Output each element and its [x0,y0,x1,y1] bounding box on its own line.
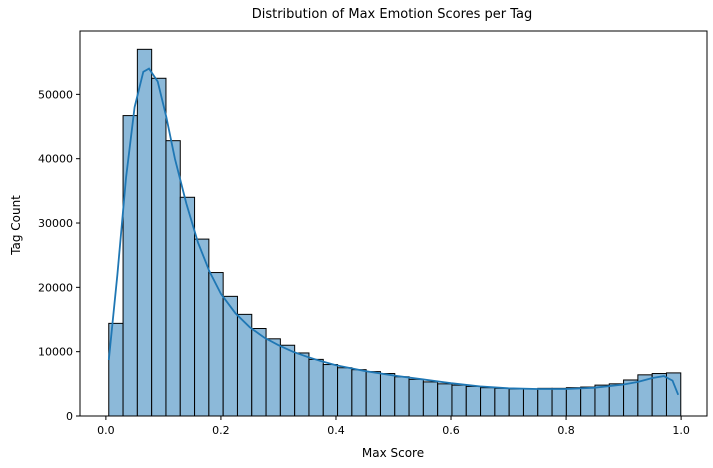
histogram-bar [480,387,496,417]
y-tick-label: 10000 [38,346,73,359]
histogram-bar [494,387,510,417]
histogram-bar [165,140,181,417]
histogram-bar [337,367,353,417]
histogram-bar [437,383,453,417]
y-tick-label: 40000 [38,153,73,166]
histogram-bar [608,383,625,417]
histogram-bar [265,338,281,417]
kde-curve [107,67,680,396]
histogram-bar [322,364,339,417]
histogram-bar [279,344,296,417]
x-tick-label: 0.0 [97,424,115,437]
y-tick-label: 0 [66,410,73,423]
y-tick-label: 20000 [38,281,73,294]
chart-title: Distribution of Max Emotion Scores per T… [252,7,533,22]
histogram-bar [136,48,153,417]
histogram-bar [294,352,310,417]
histogram-bar [422,381,439,417]
x-tick-label: 0.2 [212,424,230,437]
x-tick-label: 0.4 [327,424,345,437]
histogram-bar [179,196,196,417]
histogram-bar [122,115,138,417]
histogram-bar [551,387,567,417]
y-axis-label: Tag Count [9,195,23,256]
x-tick-label: 0.6 [442,424,460,437]
histogram-bar [408,378,424,417]
y-tick-label: 30000 [38,217,73,230]
histogram-bar [451,384,467,417]
x-tick-label: 0.8 [557,424,575,437]
histogram-bar [394,376,410,417]
histogram-bar [251,328,267,417]
histogram-bar [651,373,667,417]
histogram-bar [308,358,324,417]
histogram-bar [365,371,381,417]
histogram-bar [537,387,553,417]
histogram-bar [522,388,539,417]
histogram-bar [565,387,582,417]
x-tick-label: 1.0 [672,424,690,437]
y-axis-ticks: 0 10000 20000 30000 40000 50000 [38,88,80,423]
histogram-bar [623,379,639,417]
histogram-bar [379,373,396,417]
histogram-bar [508,388,524,417]
histogram-bar [594,384,610,417]
histogram-bar [580,386,596,417]
x-axis-ticks: 0.0 0.2 0.4 0.6 0.8 1.0 [97,416,690,437]
histogram-bar [151,77,167,417]
y-tick-label: 50000 [38,88,73,101]
histogram-bar [351,369,367,417]
x-axis-label: Max Score [362,446,424,460]
bar-group [108,48,682,417]
histogram-bar [465,385,482,417]
histogram-bar [236,313,253,417]
